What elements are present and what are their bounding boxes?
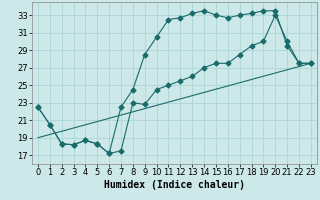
- X-axis label: Humidex (Indice chaleur): Humidex (Indice chaleur): [104, 180, 245, 190]
